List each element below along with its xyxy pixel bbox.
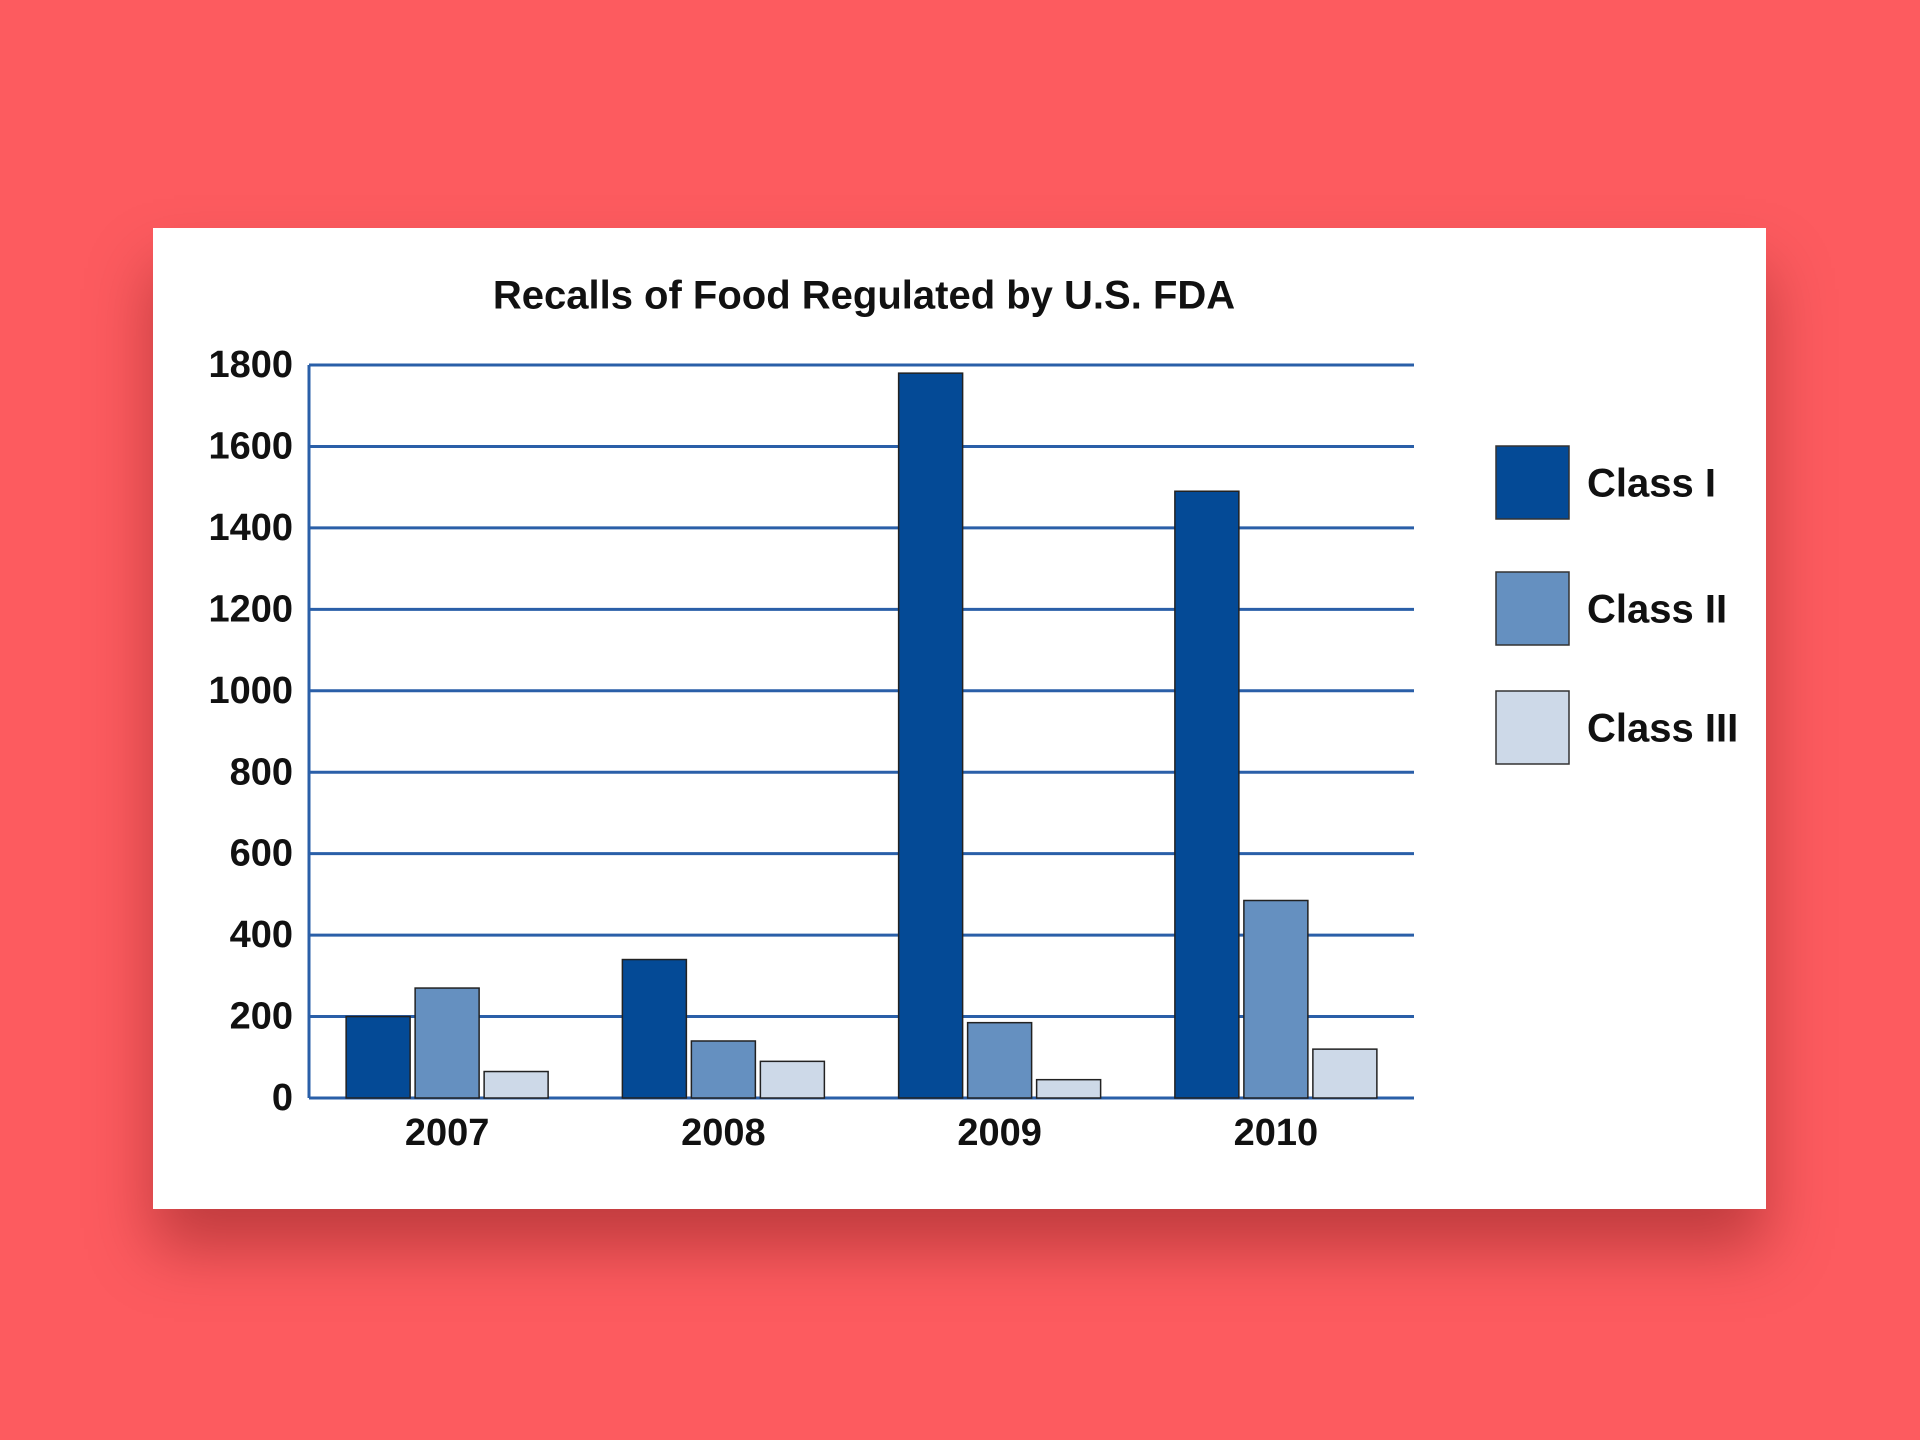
- x-tick-label: 2009: [957, 1112, 1042, 1154]
- y-tick-label: 800: [230, 751, 293, 793]
- y-tick-label: 400: [230, 914, 293, 956]
- legend-swatch: [1495, 690, 1570, 765]
- bar: [414, 987, 480, 1099]
- y-tick-label: 0: [272, 1077, 293, 1119]
- legend-label: Class I: [1587, 462, 1716, 506]
- bar: [345, 1015, 411, 1099]
- y-tick-label: 1600: [208, 425, 293, 467]
- bar: [1312, 1048, 1378, 1099]
- bar: [966, 1021, 1033, 1099]
- legend-swatch: [1495, 445, 1570, 520]
- bar: [1243, 899, 1309, 1099]
- bar: [1174, 490, 1240, 1099]
- bar: [621, 958, 688, 1099]
- y-tick-label: 1400: [208, 507, 293, 549]
- legend-swatch: [1495, 571, 1570, 646]
- y-tick-label: 1000: [208, 670, 293, 712]
- chart-title: Recalls of Food Regulated by U.S. FDA: [493, 274, 1235, 318]
- y-tick-label: 1800: [208, 344, 293, 386]
- y-tick-label: 1200: [208, 588, 293, 630]
- y-tick-label: 600: [230, 833, 293, 875]
- x-tick-label: 2010: [1234, 1112, 1319, 1154]
- x-tick-label: 2008: [681, 1112, 766, 1154]
- bar: [897, 372, 964, 1099]
- legend-label: Class II: [1587, 588, 1727, 632]
- y-tick-label: 200: [230, 996, 293, 1038]
- bar: [759, 1060, 826, 1099]
- bar: [1035, 1078, 1102, 1099]
- bar: [483, 1070, 549, 1099]
- bar: [690, 1040, 757, 1099]
- legend-label: Class III: [1587, 707, 1738, 751]
- x-tick-label: 2007: [405, 1112, 490, 1154]
